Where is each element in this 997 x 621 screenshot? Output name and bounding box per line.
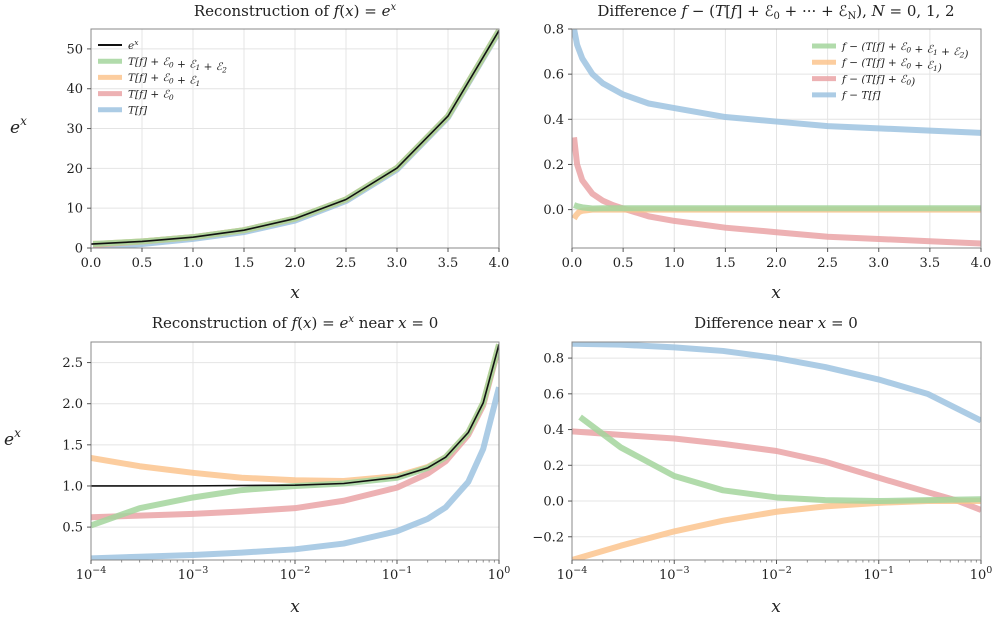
x-tick-label: 0.5 xyxy=(132,256,153,271)
y-tick-label: 20 xyxy=(66,162,83,177)
series-line-exact xyxy=(91,30,499,245)
y-tick-label: −0.2 xyxy=(532,530,564,545)
x-tick-label: 10−2 xyxy=(280,565,311,583)
x-tick-label: 10−4 xyxy=(76,565,107,583)
legend-label-t: T[f] xyxy=(128,105,148,117)
legend-label-e1: f − (T[f] + ℰ0 + ℰ1) xyxy=(841,57,942,74)
y-tick-label: 40 xyxy=(66,82,83,97)
x-tick-label: 10−1 xyxy=(863,565,894,583)
panel-title: Reconstruction of f(x) = ex xyxy=(194,2,397,20)
y-tick-label: 0.2 xyxy=(543,158,564,173)
y-tick-label: 10 xyxy=(66,202,83,217)
legend: ex T[f] + ℰ0 + ℰ1 + ℰ2T[f] + ℰ0 + ℰ1T[f] … xyxy=(98,38,227,117)
x-tick-label: 10−2 xyxy=(761,565,792,583)
y-tick-label: 0.6 xyxy=(543,387,564,402)
x-tick-label: 2.5 xyxy=(817,256,838,271)
series-line-e0 xyxy=(572,428,981,513)
x-tick-label: 3.5 xyxy=(438,256,459,271)
y-tick-label: 0.4 xyxy=(543,423,564,438)
x-axis-label: x xyxy=(290,283,300,303)
x-axis-label: x xyxy=(771,597,781,617)
x-tick-label: 10−3 xyxy=(659,565,690,583)
y-tick-label: 1.0 xyxy=(62,479,83,494)
y-tick-label: 0 xyxy=(75,242,83,257)
y-tick-label: 2.5 xyxy=(62,356,83,371)
series-line-exact xyxy=(91,344,499,487)
x-tick-label: 1.5 xyxy=(715,256,736,271)
series-line-t xyxy=(91,386,499,560)
x-tick-label: 2.5 xyxy=(336,256,357,271)
series-line-e0 xyxy=(572,137,981,247)
y-tick-label: 0.2 xyxy=(543,459,564,474)
x-tick-label: 2.0 xyxy=(285,256,306,271)
x-tick-label: 4.0 xyxy=(971,256,992,271)
x-axis-label: x xyxy=(290,597,300,617)
legend-label-e1: T[f] + ℰ0 + ℰ1 xyxy=(128,72,200,88)
legend-label-e2: T[f] + ℰ0 + ℰ1 + ℰ2 xyxy=(128,56,227,75)
series-line-e2 xyxy=(578,414,981,505)
legend-label-e0: T[f] + ℰ0 xyxy=(128,88,174,102)
panel-title: Difference f − (T[f] + ℰ0 + ··· + ℰN), N… xyxy=(597,2,954,22)
legend: f − (T[f] + ℰ0 + ℰ1 + ℰ2)f − (T[f] + ℰ0 … xyxy=(812,41,969,102)
y-tick-label: 0.0 xyxy=(543,495,564,510)
x-tick-label: 1.0 xyxy=(664,256,685,271)
y-tick-label: 0.0 xyxy=(543,203,564,218)
y-tick-label: 50 xyxy=(66,42,83,57)
series-line-t xyxy=(572,342,981,424)
y-axis-label: ex xyxy=(4,426,21,450)
y-tick-label: 2.0 xyxy=(62,397,83,412)
x-tick-label: 10−3 xyxy=(178,565,209,583)
series-line-t xyxy=(572,29,981,136)
panel-title: Reconstruction of f(x) = ex near x = 0 xyxy=(152,314,439,332)
panel-difference-near-zero: Difference near x = 0 10−4 10−3 10−2 10−1 10… xyxy=(532,314,992,617)
x-tick-label: 1.0 xyxy=(183,256,204,271)
x-tick-label: 10−4 xyxy=(557,565,588,583)
legend-label-t: f − T[f] xyxy=(841,90,881,102)
panel-reconstruction: Reconstruction of f(x) = ex 0.0 0.5 1.0 1.5… xyxy=(10,2,509,303)
legend-label-e2: f − (T[f] + ℰ0 + ℰ1 + ℰ2) xyxy=(841,41,969,61)
x-tick-label: 3.0 xyxy=(387,256,408,271)
legend-label-e0: f − (T[f] + ℰ0) xyxy=(841,73,915,88)
x-tick-label: 100 xyxy=(488,565,511,583)
panel-difference: Difference f − (T[f] + ℰ0 + ··· + ℰN), N… xyxy=(543,2,991,303)
y-tick-label: 0.5 xyxy=(62,521,83,536)
panel-title: Difference near x = 0 xyxy=(694,314,858,332)
x-tick-label: 4.0 xyxy=(489,256,510,271)
legend-label-exact: ex xyxy=(128,38,139,52)
x-tick-label: 100 xyxy=(970,565,993,583)
series-line-e2 xyxy=(573,202,981,212)
y-tick-label: 0.6 xyxy=(543,68,564,83)
x-tick-label: 0.5 xyxy=(613,256,634,271)
y-tick-label: 0.4 xyxy=(543,113,564,128)
y-tick-label: 0.8 xyxy=(543,352,564,367)
x-tick-label: 2.0 xyxy=(766,256,787,271)
x-tick-label: 10−1 xyxy=(382,565,413,583)
y-tick-label: 0.8 xyxy=(543,23,564,38)
x-tick-label: 0.0 xyxy=(562,256,583,271)
x-tick-label: 3.5 xyxy=(920,256,941,271)
y-axis-label: ex xyxy=(10,114,27,138)
x-tick-label: 0.0 xyxy=(81,256,102,271)
x-tick-label: 1.5 xyxy=(234,256,255,271)
y-tick-label: 1.5 xyxy=(62,438,83,453)
y-tick-label: 30 xyxy=(66,122,83,137)
panel-reconstruction-near-zero: Reconstruction of f(x) = ex near x = 0 1… xyxy=(4,314,510,617)
x-axis-label: x xyxy=(771,283,781,303)
x-tick-label: 3.0 xyxy=(868,256,889,271)
